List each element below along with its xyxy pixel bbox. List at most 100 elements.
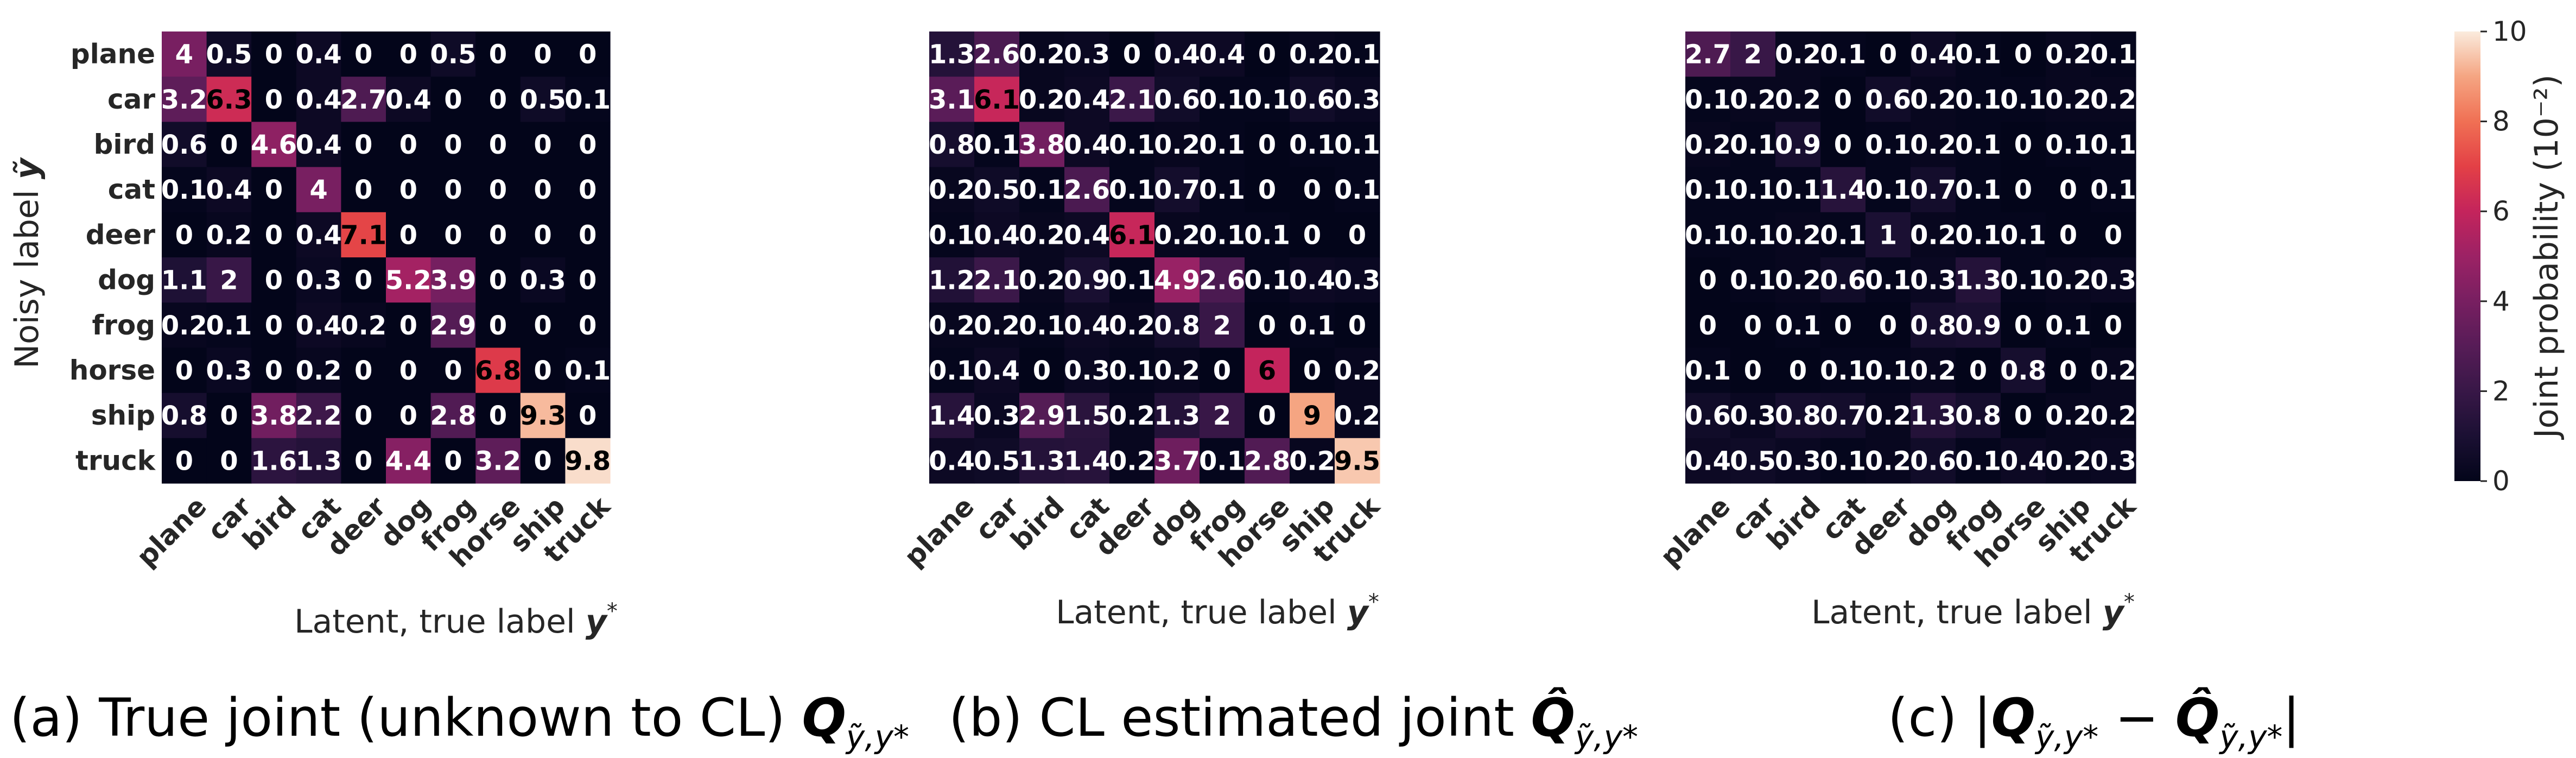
- heatmap-cell: [1245, 122, 1290, 168]
- cell-value-label: 0: [175, 220, 193, 250]
- cell-value-label: 0.1: [1955, 220, 2001, 250]
- heatmap-cell: [929, 438, 975, 484]
- cell-value-label: 0: [1033, 356, 1051, 386]
- heatmap-cell: [206, 122, 252, 168]
- cell-value-label: 0.5: [520, 85, 566, 115]
- heatmap-cell: [1245, 167, 1290, 213]
- cell-value-label: 2.8: [1244, 446, 1290, 476]
- cell-value-label: 0: [1879, 40, 1897, 70]
- heatmap-cell: [2091, 212, 2136, 258]
- cell-value-label: 3.8: [1019, 130, 1065, 160]
- heatmap-cell: [1200, 122, 1245, 168]
- heatmap-cell: [2046, 212, 2091, 258]
- cell-value-label: 1.1: [161, 266, 207, 296]
- heatmap-cell: [1820, 257, 1866, 303]
- heatmap-cell: [386, 438, 432, 484]
- heatmap-cell: [1200, 302, 1245, 348]
- heatmap-cell: [206, 348, 252, 394]
- cell-value-label: 0.2: [1109, 311, 1155, 341]
- heatmap-cell: [386, 302, 432, 348]
- x-tick-label: plane: [898, 490, 980, 572]
- y-tick-label: horse: [69, 355, 155, 386]
- cell-value-label: 0.1: [929, 356, 975, 386]
- cell-value-label: 0.2: [1685, 130, 1731, 160]
- cell-value-label: 2: [220, 266, 238, 296]
- cell-value-label: 0.1: [1019, 175, 1065, 205]
- heatmap-cell: [2001, 77, 2046, 122]
- cell-value-label: 0.1: [1289, 130, 1335, 160]
- heatmap-cell: [1290, 438, 1335, 484]
- cell-value-label: 0.9: [1955, 311, 2001, 341]
- cell-value-label: 0.2: [1289, 40, 1335, 70]
- cell-value-label: 0: [354, 266, 372, 296]
- cell-value-label: 0: [1834, 85, 1852, 115]
- heatmap-cell: [1290, 122, 1335, 168]
- cell-value-label: 1.4: [1064, 446, 1110, 476]
- heatmap-cell: [2091, 77, 2136, 122]
- heatmap-cell: [2046, 438, 2091, 484]
- cell-value-label: 0: [579, 175, 597, 205]
- cell-value-label: 0: [1969, 356, 1987, 386]
- cell-value-label: 0.8: [161, 401, 207, 431]
- heatmap-cell: [929, 77, 975, 122]
- heatmap-cell: [1911, 257, 1956, 303]
- heatmap-cell: [1956, 122, 2001, 168]
- cell-value-label: 0: [399, 401, 417, 431]
- cell-value-label: 0: [399, 311, 417, 341]
- heatmap-cell: [430, 438, 476, 484]
- heatmap-cell: [1335, 257, 1380, 303]
- heatmap-cell: [1775, 393, 1821, 439]
- cell-value-label: 0.2: [1865, 401, 1911, 431]
- heatmap-cell: [386, 31, 432, 77]
- heatmap-cell: [1154, 212, 1200, 258]
- cell-value-label: 0: [444, 356, 462, 386]
- cell-value-label: 0.4: [1064, 311, 1110, 341]
- heatmap-cell: [1154, 167, 1200, 213]
- heatmap-cell: [1064, 167, 1110, 213]
- cell-value-label: 2.7: [1685, 40, 1731, 70]
- cell-value-label: 0: [1258, 401, 1276, 431]
- cell-value-label: 3.8: [251, 401, 297, 431]
- cell-value-label: 0.1: [1955, 85, 2001, 115]
- heatmap-cell: [520, 212, 566, 258]
- heatmap-cell: [2046, 302, 2091, 348]
- heatmap-cell: [565, 31, 611, 77]
- heatmap-cell: [430, 212, 476, 258]
- cell-value-label: 0.3: [206, 356, 252, 386]
- heatmap-cell: [1245, 302, 1290, 348]
- colorbar-tick-label: 10: [2492, 16, 2527, 47]
- heatmap-cell: [251, 348, 297, 394]
- cell-value-label: 0.2: [1775, 266, 1821, 296]
- cell-value-label: 0: [579, 220, 597, 250]
- heatmap-cell: [1019, 212, 1065, 258]
- heatmap-cell: [1866, 393, 1911, 439]
- cell-value-label: 0.1: [1109, 266, 1155, 296]
- cell-value-label: 0: [579, 401, 597, 431]
- cell-value-label: 0.8: [2000, 356, 2046, 386]
- cell-value-label: 0.4: [296, 85, 342, 115]
- x-axis-title-c: Latent, true label y*: [1811, 590, 2135, 631]
- cell-value-label: 0.1: [1730, 130, 1776, 160]
- cell-value-label: 0.5: [1730, 446, 1776, 476]
- cell-value-label: 0: [265, 40, 283, 70]
- heatmap-cell: [251, 438, 297, 484]
- heatmap-cell: [296, 257, 341, 303]
- cell-value-label: 3.2: [475, 446, 521, 476]
- cell-value-label: 0: [265, 220, 283, 250]
- cell-value-label: 0.2: [340, 311, 386, 341]
- heatmap-cell: [1956, 438, 2001, 484]
- cell-value-label: 0.1: [1730, 220, 1776, 250]
- heatmap-cell: [1866, 348, 1911, 394]
- heatmap-cell: [1290, 212, 1335, 258]
- cell-value-label: 0.1: [2090, 130, 2136, 160]
- heatmap-cell: [1730, 348, 1776, 394]
- cell-value-label: 0.2: [1775, 85, 1821, 115]
- cell-value-label: 0.2: [1109, 401, 1155, 431]
- cell-value-label: 0.2: [1910, 356, 1956, 386]
- heatmap-cell: [341, 77, 386, 122]
- heatmap-cell: [1685, 348, 1731, 394]
- heatmap-cell: [1685, 77, 1731, 122]
- colorbar-gradient: [2454, 31, 2480, 481]
- heatmap-cell: [206, 77, 252, 122]
